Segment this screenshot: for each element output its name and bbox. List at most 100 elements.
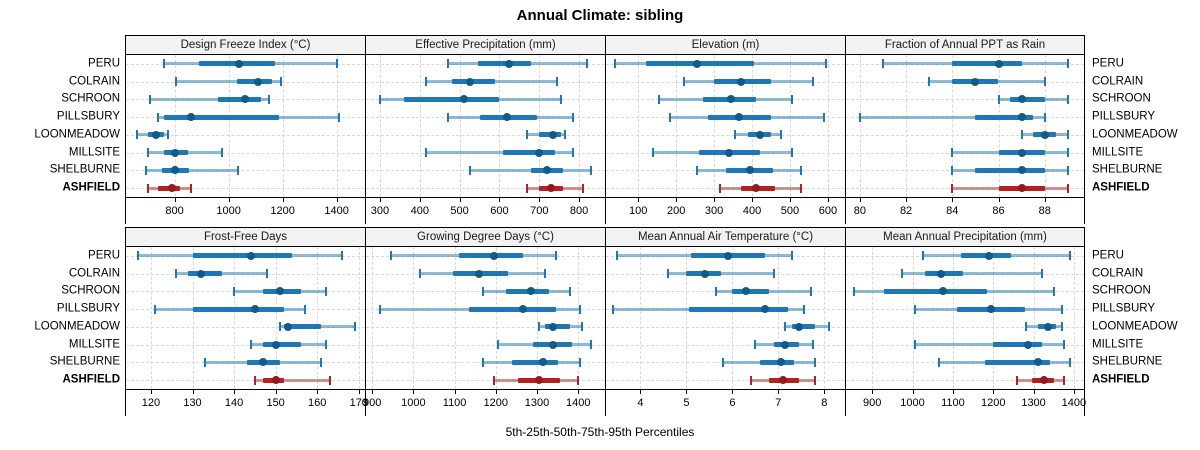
gridline-vertical	[499, 55, 501, 197]
tick-label: 86	[992, 205, 1005, 217]
gridline-vertical	[358, 247, 360, 389]
gridline-vertical	[952, 247, 954, 389]
site-label-peru: PERU	[1092, 249, 1124, 262]
cap-5th-peru	[921, 251, 924, 261]
site-label-millsite: MILLSITE	[1092, 337, 1144, 350]
tick-mark	[454, 390, 456, 394]
gridline-vertical	[192, 247, 194, 389]
tick-label: 500	[450, 205, 469, 217]
cap-5th-shelburne	[696, 165, 699, 175]
cap-95th-colrain	[556, 77, 559, 87]
tick-label: 300	[370, 205, 390, 217]
range-25-75-schroon	[1010, 96, 1045, 102]
panel-fraction-of-annual-ppt-as-rain: Fraction of Annual PPT as Rain 80 82 84 86 88	[845, 35, 1085, 224]
median-dot-colrain	[254, 77, 263, 86]
cap-5th-loonmeadow	[1024, 322, 1027, 332]
gridline-horizontal	[606, 326, 845, 328]
cap-5th-peru	[162, 59, 165, 69]
cap-5th-millsite	[496, 340, 499, 350]
range-25-75-pillsbury	[975, 114, 1034, 120]
median-dot-peru	[246, 251, 255, 260]
site-labels-left-row0: PERU COLRAIN SCHROON PILLSBURY LOONMEADOW MIL…	[0, 35, 125, 224]
cap-5th-ashfield	[146, 183, 149, 193]
tick-mark	[640, 390, 642, 394]
median-dot-colrain	[700, 269, 709, 278]
range-5-95-colrain	[175, 80, 282, 84]
cap-5th-schroon	[658, 94, 661, 104]
cap-95th-shelburne	[814, 357, 817, 367]
gridline-horizontal	[126, 170, 365, 172]
site-label-pillsbury: PILLSBURY	[56, 110, 120, 123]
cap-95th-shelburne	[579, 357, 582, 367]
cap-95th-peru	[1068, 251, 1071, 261]
panel-plot-design-freeze-index-c-	[126, 55, 365, 198]
cap-95th-colrain	[1040, 269, 1043, 279]
gridline-vertical	[640, 247, 642, 389]
cap-5th-pillsbury	[611, 304, 614, 314]
tick-label: 1300	[524, 397, 550, 409]
tick-mark	[192, 390, 194, 394]
range-5-95-colrain	[175, 272, 268, 276]
tick-mark	[539, 198, 541, 202]
tick-mark	[495, 390, 497, 394]
median-dot-loonmeadow	[151, 130, 160, 139]
gridline-vertical	[495, 247, 497, 389]
gridline-vertical	[686, 247, 688, 389]
panel-axis-fraction-of-annual-ppt-as-rain: 80 82 84 86 88	[846, 198, 1084, 224]
gridline-horizontal	[846, 134, 1084, 136]
cap-95th-peru	[341, 251, 344, 261]
site-label-schroon: SCHROON	[1092, 92, 1151, 105]
tick-mark	[419, 198, 421, 202]
gridline-vertical	[459, 55, 461, 197]
site-label-pillsbury: PILLSBURY	[56, 302, 120, 315]
site-label-millsite: MILLSITE	[68, 337, 120, 350]
tick-mark	[912, 390, 914, 394]
gridline-horizontal	[846, 380, 1084, 382]
cap-95th-colrain	[266, 269, 269, 279]
gridline-vertical	[419, 55, 421, 197]
cap-95th-millsite	[220, 148, 223, 158]
median-dot-millsite	[725, 148, 734, 157]
range-25-75-loonmeadow	[792, 324, 816, 330]
tick-mark	[872, 390, 874, 394]
range-5-95-pillsbury	[859, 115, 1045, 119]
cap-95th-pillsbury	[303, 304, 306, 314]
median-dot-loonmeadow	[549, 130, 558, 139]
median-dot-pillsbury	[987, 305, 996, 314]
gridline-horizontal	[126, 134, 365, 136]
tick-mark	[1044, 198, 1046, 202]
range-25-75-schroon	[884, 288, 988, 294]
tick-label: 4	[637, 397, 644, 409]
cap-95th-ashfield	[582, 183, 585, 193]
cap-95th-pillsbury	[579, 304, 582, 314]
gridline-vertical	[993, 247, 995, 389]
cap-5th-pillsbury	[154, 304, 157, 314]
cap-5th-schroon	[853, 286, 856, 296]
range-5-95-millsite	[425, 151, 574, 155]
panel-title-frost-free-days: Frost-Free Days	[126, 227, 365, 247]
median-dot-pillsbury	[503, 113, 512, 122]
tick-label: 700	[530, 205, 549, 217]
tick-mark	[413, 390, 415, 394]
gridline-vertical	[454, 247, 456, 389]
cap-5th-ashfield	[253, 375, 256, 385]
tick-mark	[638, 198, 640, 202]
cap-95th-schroon	[324, 286, 327, 296]
range-25-75-pillsbury	[469, 306, 556, 312]
median-dot-schroon	[526, 287, 535, 296]
panel-title-mean-annual-precipitation-mm-: Mean Annual Precipitation (mm)	[846, 227, 1084, 247]
cap-95th-schroon	[790, 94, 793, 104]
tick-mark	[379, 198, 381, 202]
tick-label: 200	[666, 205, 686, 217]
cap-5th-peru	[446, 59, 449, 69]
cap-95th-shelburne	[1066, 165, 1069, 175]
median-dot-pillsbury	[250, 305, 259, 314]
site-label-colrain: COLRAIN	[68, 266, 120, 279]
panel-design-freeze-index-c-: Design Freeze Index (°C) 800 1000 1200 1400	[125, 35, 365, 224]
site-label-ashfield: ASHFIELD	[62, 181, 121, 194]
tick-label: 8	[821, 397, 828, 409]
tick-mark	[906, 198, 908, 202]
median-dot-colrain	[736, 77, 745, 86]
panel-plot-effective-precipitation-mm-	[366, 55, 605, 198]
gridline-vertical	[275, 247, 277, 389]
